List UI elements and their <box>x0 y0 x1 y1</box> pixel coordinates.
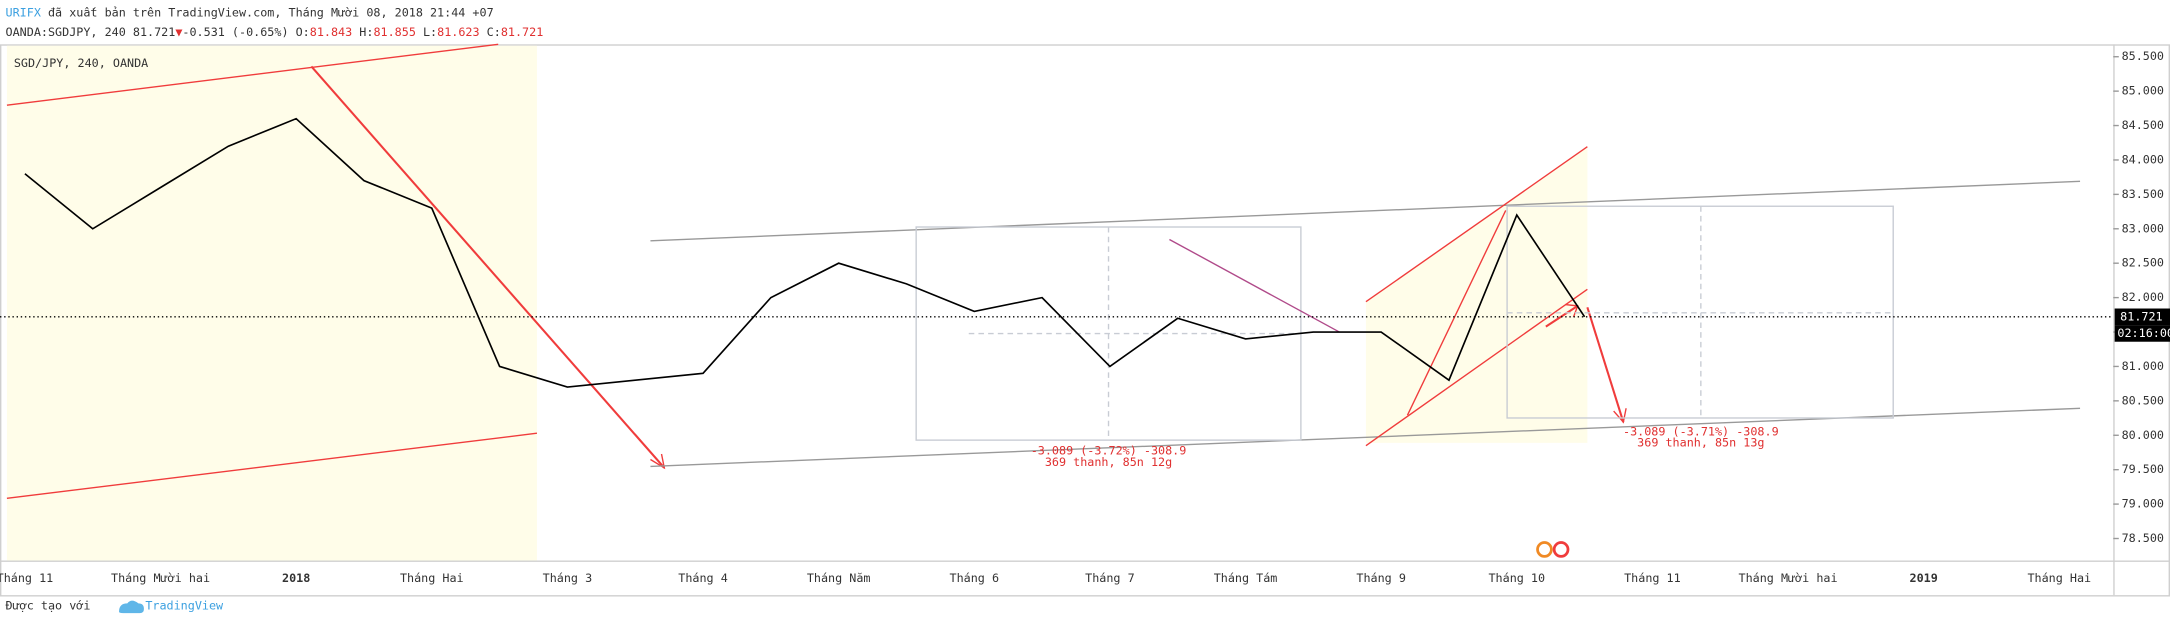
annotation: -3.089 (-3.72%) -308.9 <box>1031 444 1187 458</box>
price-badge-label: 81.721 <box>2120 309 2162 323</box>
annotation: -3.089 (-3.71%) -308.9 <box>1623 424 1779 438</box>
x-tick-label: Tháng Hai <box>2027 571 2091 585</box>
x-tick-label: Tháng Năm <box>807 571 871 585</box>
close: 81.721 <box>501 24 543 38</box>
x-tick-label: 2019 <box>1910 571 1938 585</box>
trend-line <box>6 432 538 499</box>
x-tick-label: Tháng Hai <box>400 571 464 585</box>
highlight-region <box>1365 146 1588 443</box>
x-tick-label: Tháng 11 <box>0 571 53 585</box>
trend-line <box>6 43 499 106</box>
highlight-region <box>6 45 537 561</box>
y-tick-label: 82.000 <box>2122 290 2164 304</box>
y-tick-label: 85.000 <box>2122 84 2164 98</box>
x-tick-label: Tháng Mười hai <box>111 571 210 585</box>
low: 81.623 <box>437 24 479 38</box>
y-tick-label: 83.000 <box>2122 221 2164 235</box>
last: 81.721 <box>133 24 175 38</box>
open: 81.843 <box>310 24 352 38</box>
open-label: O: <box>296 24 310 38</box>
x-tick-label: 2018 <box>282 571 310 585</box>
y-tick-label: 82.500 <box>2122 256 2164 270</box>
event-icon[interactable] <box>1552 541 1570 558</box>
y-tick-label: 78.500 <box>2122 531 2164 545</box>
y-tick-label: 81.000 <box>2122 359 2164 373</box>
brand-logo <box>119 600 144 614</box>
y-tick-label: 79.500 <box>2122 462 2164 476</box>
annotation: 369 thanh, 85n 13g <box>1637 435 1764 449</box>
close-label: C: <box>487 24 501 38</box>
annotations: -3.089 (-3.72%) -308.9 369 thanh, 85n 12… <box>1031 424 1779 468</box>
trend-line <box>1406 210 1507 416</box>
arrow: ▼ <box>175 24 183 38</box>
symbol: OANDA:SGDJPY, 240 <box>6 24 126 38</box>
countdown-label: 02:16:00 <box>2117 326 2170 340</box>
channel-line <box>650 180 2081 242</box>
channel-line <box>650 407 2081 468</box>
y-tick-label: 84.500 <box>2122 118 2164 132</box>
x-tick-label: Tháng 6 <box>950 571 1000 585</box>
price-line-series <box>24 117 1586 388</box>
x-tick-label: Tháng 11 <box>1624 571 1681 585</box>
arrow-head <box>650 453 666 470</box>
trend-line <box>1365 288 1588 447</box>
annotation: 369 thanh, 85n 12g <box>1045 455 1172 469</box>
trend-arrow <box>310 65 666 469</box>
change: -0.531 (-0.65%) <box>182 24 288 38</box>
trend-line <box>1169 238 1340 333</box>
y-tick-label: 84.000 <box>2122 152 2164 166</box>
price-badge <box>2114 308 2170 326</box>
trend-line <box>1365 146 1588 303</box>
high: 81.855 <box>373 24 415 38</box>
x-tick-label: Tháng 4 <box>678 571 728 585</box>
x-tick-label: Tháng Mười hai <box>1739 571 1838 585</box>
trend-arrow <box>1586 306 1625 423</box>
footer-brand[interactable]: TradingView <box>145 599 224 613</box>
x-tick-label: Tháng 7 <box>1085 571 1135 585</box>
published: đã xuất bản trên TradingView.com, Tháng … <box>48 5 494 19</box>
y-tick-label: 79.000 <box>2122 497 2164 511</box>
arrow-head <box>1613 408 1627 424</box>
footer-made-with: Được tạo với <box>6 599 91 613</box>
x-tick-label: Tháng Tám <box>1214 571 1278 585</box>
countdown-badge <box>2114 325 2170 342</box>
y-tick-label: 83.500 <box>2122 187 2164 201</box>
y-tick-label: 80.000 <box>2122 428 2164 442</box>
chart-title: SGD/JPY, 240, OANDA <box>14 56 148 70</box>
event-icon[interactable] <box>1536 541 1553 558</box>
y-tick-label: 80.500 <box>2122 393 2164 407</box>
high-label: H: <box>359 24 373 38</box>
header-line-2: OANDA:SGDJPY, 240 81.721▼-0.531 (-0.65%)… <box>6 24 544 38</box>
x-tick-label: Tháng 3 <box>543 571 593 585</box>
low-label: L: <box>423 24 437 38</box>
x-tick-label: Tháng 9 <box>1356 571 1406 585</box>
header-line-1: URIFX đã xuất bản trên TradingView.com, … <box>6 5 494 19</box>
y-tick-label: 85.500 <box>2122 49 2164 63</box>
author[interactable]: URIFX <box>6 5 41 19</box>
x-tick-label: Tháng 10 <box>1488 571 1545 585</box>
